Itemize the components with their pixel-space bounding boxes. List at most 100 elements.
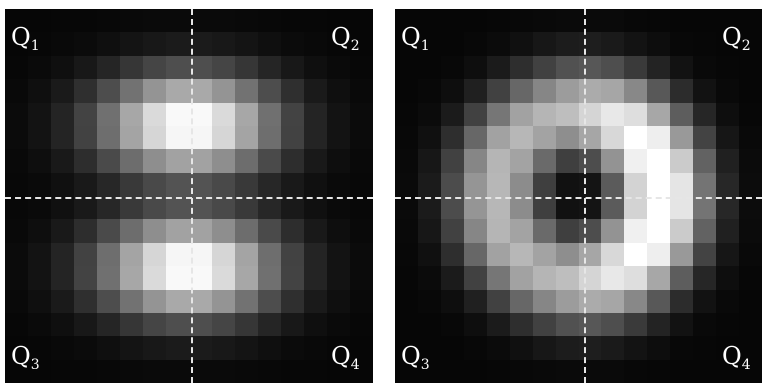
pixel-cell <box>578 219 603 244</box>
pixel-cell <box>578 266 603 291</box>
pixel-cell <box>5 9 29 33</box>
pixel-cell <box>327 196 351 220</box>
pixel-cell <box>74 9 98 33</box>
pixel-cell <box>578 32 603 57</box>
pixel-cell <box>74 196 98 220</box>
pixel-cell <box>235 196 259 220</box>
pixel-cell <box>509 32 534 57</box>
pixel-cell <box>235 312 259 337</box>
pixel-cell <box>120 359 144 383</box>
pixel-cell <box>532 266 557 291</box>
left-intensity-panel: Q1 Q2 Q3 Q4 <box>5 9 373 383</box>
pixel-cell <box>417 9 442 33</box>
pixel-cell <box>486 312 511 337</box>
pixel-cell <box>417 79 442 104</box>
pixel-cell <box>647 79 671 104</box>
pixel-cell <box>647 32 671 57</box>
pixel-cell <box>647 172 671 197</box>
pixel-cell <box>440 219 465 244</box>
pixel-cell <box>601 149 625 174</box>
pixel-cell <box>624 219 648 244</box>
pixel-cell <box>417 266 442 291</box>
pixel-cell <box>189 149 213 174</box>
pixel-cell <box>417 125 442 150</box>
pixel-cell <box>716 55 740 80</box>
pixel-cell <box>189 102 213 127</box>
pixel-cell <box>235 336 259 361</box>
pixel-cell <box>624 149 648 174</box>
pixel-cell <box>5 359 29 383</box>
pixel-cell <box>327 55 351 80</box>
pixel-cell <box>166 9 190 33</box>
pixel-cell <box>74 359 98 383</box>
pixel-cell <box>509 172 534 197</box>
pixel-cell <box>509 312 534 337</box>
pixel-cell <box>670 289 694 314</box>
pixel-cell <box>327 149 351 174</box>
left-quadrant-label-q2: Q2 <box>331 23 360 54</box>
pixel-cell <box>647 102 671 127</box>
pixel-cell <box>120 149 144 174</box>
pixel-cell <box>417 172 442 197</box>
pixel-cell <box>350 336 373 361</box>
pixel-cell <box>143 55 167 80</box>
pixel-cell <box>258 149 282 174</box>
pixel-cell <box>212 125 236 150</box>
pixel-cell <box>578 336 603 361</box>
pixel-cell <box>532 149 557 174</box>
pixel-cell <box>624 55 648 80</box>
pixel-cell <box>440 242 465 267</box>
pixel-cell <box>693 9 717 33</box>
pixel-cell <box>304 266 328 291</box>
pixel-cell <box>28 102 52 127</box>
pixel-cell <box>440 359 465 383</box>
pixel-cell <box>440 196 465 220</box>
pixel-cell <box>5 102 29 127</box>
pixel-cell <box>395 266 419 291</box>
right-vertical-guide <box>584 9 586 383</box>
right-horizontal-guide <box>395 197 762 199</box>
pixel-cell <box>28 125 52 150</box>
pixel-cell <box>440 312 465 337</box>
pixel-cell <box>143 9 167 33</box>
pixel-cell <box>463 219 488 244</box>
pixel-cell <box>143 102 167 127</box>
pixel-cell <box>97 359 121 383</box>
pixel-cell <box>739 55 762 80</box>
pixel-cell <box>28 289 52 314</box>
pixel-cell <box>304 79 328 104</box>
pixel-cell <box>486 149 511 174</box>
pixel-cell <box>120 336 144 361</box>
pixel-cell <box>97 149 121 174</box>
pixel-cell <box>578 359 603 383</box>
pixel-cell <box>28 359 52 383</box>
pixel-cell <box>647 125 671 150</box>
pixel-cell <box>327 102 351 127</box>
pixel-cell <box>74 102 98 127</box>
pixel-cell <box>51 32 75 57</box>
pixel-cell <box>350 196 373 220</box>
pixel-cell <box>716 149 740 174</box>
pixel-cell <box>258 219 282 244</box>
pixel-cell <box>51 289 75 314</box>
pixel-cell <box>532 79 557 104</box>
pixel-cell <box>532 219 557 244</box>
pixel-cell <box>395 125 419 150</box>
pixel-cell <box>693 125 717 150</box>
left-pixel-grid <box>5 9 373 383</box>
pixel-cell <box>624 9 648 33</box>
pixel-cell <box>739 125 762 150</box>
pixel-cell <box>212 242 236 267</box>
pixel-cell <box>74 266 98 291</box>
pixel-cell <box>235 266 259 291</box>
pixel-cell <box>74 312 98 337</box>
pixel-cell <box>51 336 75 361</box>
pixel-cell <box>555 102 580 127</box>
pixel-cell <box>5 289 29 314</box>
pixel-cell <box>166 55 190 80</box>
pixel-cell <box>97 266 121 291</box>
pixel-cell <box>440 9 465 33</box>
pixel-cell <box>97 172 121 197</box>
pixel-cell <box>28 196 52 220</box>
pixel-cell <box>670 55 694 80</box>
